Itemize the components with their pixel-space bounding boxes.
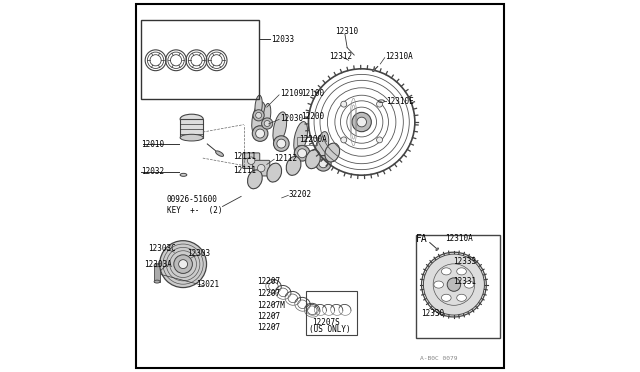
Bar bbox=[141, 20, 259, 99]
Circle shape bbox=[298, 149, 307, 158]
Text: A-B0C 0079: A-B0C 0079 bbox=[420, 356, 458, 361]
Bar bbox=[415, 235, 500, 338]
Circle shape bbox=[159, 241, 207, 288]
Text: 12010: 12010 bbox=[141, 140, 164, 149]
Circle shape bbox=[294, 145, 310, 161]
Circle shape bbox=[277, 139, 286, 148]
Circle shape bbox=[376, 101, 383, 107]
Ellipse shape bbox=[457, 268, 467, 275]
Text: 12032: 12032 bbox=[141, 167, 164, 176]
Circle shape bbox=[248, 157, 255, 164]
Ellipse shape bbox=[436, 248, 438, 250]
Circle shape bbox=[252, 126, 268, 141]
Text: 12303: 12303 bbox=[187, 249, 211, 258]
Circle shape bbox=[352, 112, 371, 132]
Text: 12207: 12207 bbox=[257, 323, 280, 332]
Text: 12207: 12207 bbox=[257, 312, 280, 321]
Text: 12207: 12207 bbox=[257, 289, 280, 298]
Text: 12200A: 12200A bbox=[300, 135, 327, 144]
Text: 12111: 12111 bbox=[234, 166, 257, 175]
Circle shape bbox=[179, 260, 188, 269]
Ellipse shape bbox=[267, 163, 282, 182]
Text: 12310A: 12310A bbox=[445, 234, 473, 243]
Ellipse shape bbox=[325, 143, 340, 162]
FancyBboxPatch shape bbox=[253, 160, 270, 176]
Circle shape bbox=[174, 255, 193, 273]
Ellipse shape bbox=[286, 157, 301, 175]
Circle shape bbox=[253, 110, 264, 121]
Circle shape bbox=[255, 129, 264, 138]
Circle shape bbox=[316, 155, 331, 171]
Ellipse shape bbox=[294, 122, 308, 154]
Circle shape bbox=[264, 121, 270, 126]
Circle shape bbox=[376, 137, 383, 143]
Circle shape bbox=[319, 159, 328, 168]
Text: 12303A: 12303A bbox=[145, 260, 172, 269]
Text: 12310E: 12310E bbox=[387, 97, 414, 106]
Ellipse shape bbox=[315, 132, 329, 164]
Circle shape bbox=[341, 137, 347, 143]
Ellipse shape bbox=[305, 150, 320, 169]
Ellipse shape bbox=[180, 173, 187, 176]
Text: 12109: 12109 bbox=[280, 89, 303, 98]
Circle shape bbox=[424, 254, 484, 315]
Text: 12111: 12111 bbox=[234, 153, 257, 161]
Text: 12331: 12331 bbox=[453, 277, 476, 286]
Text: 00926-51600: 00926-51600 bbox=[167, 195, 218, 203]
Text: 12207M: 12207M bbox=[257, 301, 285, 310]
Bar bbox=[180, 119, 203, 138]
Text: 12330: 12330 bbox=[421, 309, 444, 318]
Text: 12112: 12112 bbox=[275, 154, 298, 163]
Circle shape bbox=[447, 278, 461, 291]
Text: 12207: 12207 bbox=[257, 278, 280, 286]
Ellipse shape bbox=[154, 264, 160, 267]
Text: 12333: 12333 bbox=[453, 257, 476, 266]
Ellipse shape bbox=[457, 294, 467, 301]
Ellipse shape bbox=[255, 95, 262, 117]
Ellipse shape bbox=[216, 151, 223, 156]
Text: 12033: 12033 bbox=[271, 35, 294, 44]
Ellipse shape bbox=[180, 114, 203, 124]
Text: 12030: 12030 bbox=[280, 114, 303, 123]
Text: 12310: 12310 bbox=[335, 27, 358, 36]
Ellipse shape bbox=[465, 281, 474, 288]
Ellipse shape bbox=[154, 280, 160, 283]
Text: (US ONLY): (US ONLY) bbox=[309, 325, 351, 334]
FancyBboxPatch shape bbox=[243, 153, 260, 169]
Ellipse shape bbox=[273, 112, 287, 144]
Ellipse shape bbox=[252, 102, 266, 134]
Circle shape bbox=[255, 112, 262, 118]
Circle shape bbox=[257, 164, 265, 172]
Ellipse shape bbox=[434, 281, 444, 288]
Circle shape bbox=[357, 117, 367, 127]
Text: 12303C: 12303C bbox=[148, 244, 176, 253]
Text: 13021: 13021 bbox=[196, 280, 220, 289]
Ellipse shape bbox=[442, 268, 451, 275]
Bar bbox=[296, 137, 317, 145]
Bar bbox=[306, 291, 357, 335]
Text: FA: FA bbox=[417, 234, 428, 244]
Ellipse shape bbox=[264, 103, 271, 125]
Text: 12207S: 12207S bbox=[312, 318, 340, 327]
Text: 12310A: 12310A bbox=[385, 52, 412, 61]
Ellipse shape bbox=[180, 134, 203, 141]
Text: 32202: 32202 bbox=[289, 190, 312, 199]
Text: 12312: 12312 bbox=[329, 52, 352, 61]
Bar bbox=[154, 265, 160, 282]
Ellipse shape bbox=[372, 69, 375, 71]
Circle shape bbox=[262, 118, 273, 129]
Text: KEY  +-  (2): KEY +- (2) bbox=[167, 206, 222, 215]
Ellipse shape bbox=[442, 294, 451, 301]
Circle shape bbox=[273, 136, 289, 151]
Text: 12200: 12200 bbox=[301, 112, 324, 121]
Text: 12100: 12100 bbox=[301, 89, 324, 98]
Ellipse shape bbox=[248, 170, 262, 189]
Circle shape bbox=[341, 101, 347, 107]
